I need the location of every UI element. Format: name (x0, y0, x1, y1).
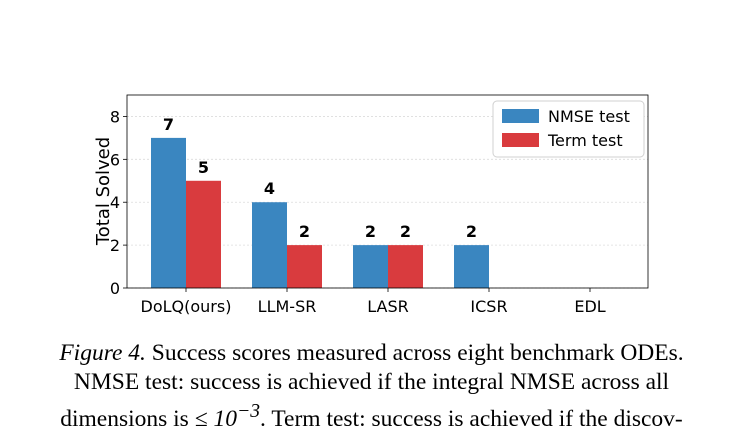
y-tick-label: 0 (110, 279, 120, 298)
bar-nmse (353, 245, 388, 288)
legend: NMSE test Term test (492, 100, 645, 158)
caption-text-1: Success scores measured across eight ben… (145, 340, 684, 366)
x-tick-label: EDL (574, 297, 605, 316)
y-tick-label: 2 (110, 236, 120, 255)
legend-swatch-term (502, 133, 539, 147)
x-tick-label: ICSR (470, 297, 507, 316)
x-tick-label: DoLQ(ours) (141, 297, 232, 316)
legend-label-term: Term test (547, 131, 623, 150)
plot-frame (126, 94, 649, 289)
bar-term (287, 245, 322, 288)
figure-label: Figure 4. (59, 340, 146, 366)
bar-nmse (454, 245, 489, 288)
data-label: 2 (466, 222, 477, 241)
x-tick-label: LASR (367, 297, 409, 316)
x-tick-label: LLM-SR (258, 297, 317, 316)
y-tick-label: 8 (110, 107, 120, 126)
data-labels: 7 5 4 2 2 2 2 (163, 115, 477, 241)
legend-swatch-nmse (502, 109, 539, 123)
y-axis-label: Total Solved (93, 137, 114, 246)
caption-line-2: NMSE test: success is achieved if the in… (73, 369, 670, 395)
bar-chart: 7 5 4 2 2 2 2 0 2 4 6 8 DoLQ(ours) LLM-SR LASR ICSR ED… (93, 94, 649, 316)
caption-math: ≤ 10 (194, 405, 237, 432)
bar-term (186, 180, 221, 288)
caption-line-1: Figure 4. Success scores measured across… (0, 339, 743, 368)
y-tick-label: 6 (110, 150, 120, 169)
data-label: 2 (299, 222, 310, 241)
caption-math-exponent: −3 (236, 401, 260, 422)
data-label: 5 (198, 158, 209, 177)
caption-line-3: dimensions is ≤ 10−3. Term test: success… (0, 397, 743, 434)
data-label: 2 (365, 222, 376, 241)
data-label: 4 (264, 179, 275, 198)
bars (151, 137, 489, 288)
bar-nmse (252, 202, 287, 288)
figure-caption: Figure 4. Success scores measured across… (0, 339, 743, 434)
data-label: 2 (400, 222, 411, 241)
x-axis: DoLQ(ours) LLM-SR LASR ICSR EDL (141, 288, 606, 316)
y-axis: 0 2 4 6 8 (110, 107, 127, 298)
data-label: 7 (163, 115, 174, 134)
caption-text-3b: . Term test: success is achieved if the … (260, 405, 683, 432)
legend-label-nmse: NMSE test (548, 107, 630, 126)
bar-nmse (151, 137, 186, 288)
bar-term (388, 245, 423, 288)
caption-text-3a: dimensions is (60, 405, 195, 432)
y-tick-label: 4 (110, 193, 120, 212)
